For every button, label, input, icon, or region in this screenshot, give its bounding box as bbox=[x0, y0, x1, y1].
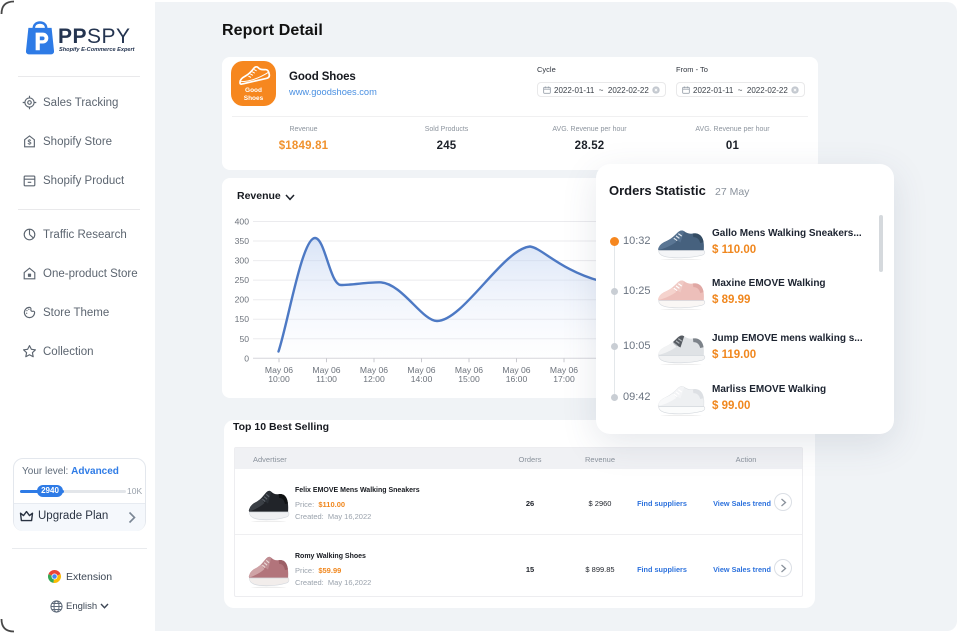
svg-text:16:00: 16:00 bbox=[506, 374, 528, 384]
svg-text:200: 200 bbox=[235, 295, 250, 305]
svg-text:250: 250 bbox=[235, 275, 250, 285]
svg-text:17:00: 17:00 bbox=[553, 374, 575, 384]
svg-text:15:00: 15:00 bbox=[458, 374, 480, 384]
svg-text:400: 400 bbox=[235, 217, 250, 227]
svg-text:May 06: May 06 bbox=[502, 365, 530, 375]
svg-text:0: 0 bbox=[244, 353, 249, 363]
svg-text:$: $ bbox=[28, 140, 32, 147]
svg-text:14:00: 14:00 bbox=[411, 374, 433, 384]
svg-text:May 06: May 06 bbox=[360, 365, 388, 375]
svg-text:May 06: May 06 bbox=[312, 365, 340, 375]
svg-text:300: 300 bbox=[235, 256, 250, 266]
svg-text:150: 150 bbox=[235, 314, 250, 324]
svg-text:May 06: May 06 bbox=[550, 365, 578, 375]
svg-text:350: 350 bbox=[235, 236, 250, 246]
svg-text:12:00: 12:00 bbox=[363, 374, 385, 384]
svg-text:May 06: May 06 bbox=[407, 365, 435, 375]
svg-text:10:00: 10:00 bbox=[268, 374, 290, 384]
svg-text:May 06: May 06 bbox=[455, 365, 483, 375]
svg-text:50: 50 bbox=[239, 334, 249, 344]
svg-text:May 06: May 06 bbox=[265, 365, 293, 375]
svg-text:11:00: 11:00 bbox=[316, 374, 337, 384]
